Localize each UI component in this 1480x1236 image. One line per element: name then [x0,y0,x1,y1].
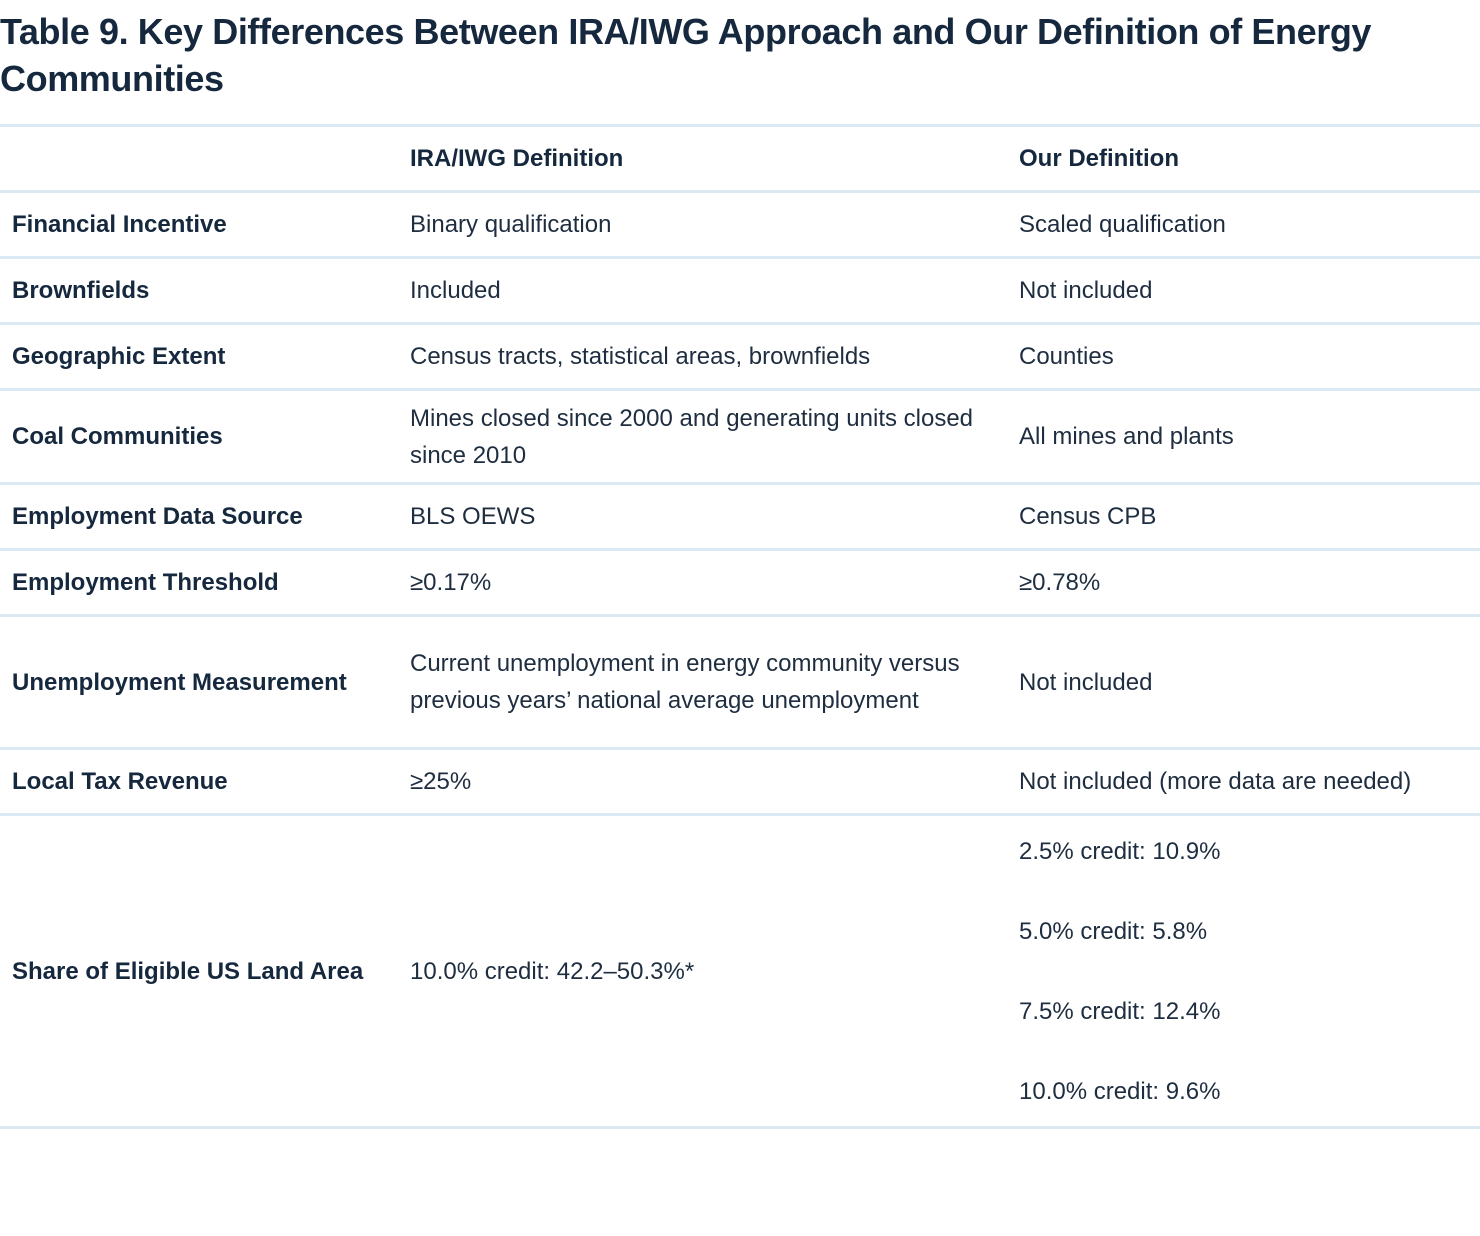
row-label: Geographic Extent [0,322,398,391]
ours-cell: Scaled qualification [1007,190,1480,259]
table-row: Financial Incentive Binary qualification… [0,190,1480,259]
table-row: Unemployment Measurement Current unemplo… [0,614,1480,750]
ira-cell: 10.0% credit: 42.2–50.3%* [398,813,1007,1129]
row-label: Unemployment Measurement [0,614,398,750]
ours-cell: 2.5% credit: 10.9% 5.0% credit: 5.8% 7.5… [1007,813,1480,1129]
ira-cell: ≥25% [398,747,1007,816]
credit-line: 7.5% credit: 12.4% [1019,997,1221,1025]
table-row: Employment Threshold ≥0.17% ≥0.78% [0,548,1480,617]
table-row: Coal Communities Mines closed since 2000… [0,388,1480,485]
ours-cell: Counties [1007,322,1480,391]
ours-cell: Not included [1007,256,1480,325]
table-row: Share of Eligible US Land Area 10.0% cre… [0,813,1480,1129]
table-row: Employment Data Source BLS OEWS Census C… [0,482,1480,551]
ira-cell: Census tracts, statistical areas, brownf… [398,322,1007,391]
row-label: Local Tax Revenue [0,747,398,816]
table-row: Local Tax Revenue ≥25% Not included (mor… [0,747,1480,816]
ira-cell: Binary qualification [398,190,1007,259]
table-row: Geographic Extent Census tracts, statist… [0,322,1480,391]
row-label: Brownfields [0,256,398,325]
credit-line: 5.0% credit: 5.8% [1019,917,1208,945]
ira-cell: Current unemployment in energy community… [398,614,1007,750]
header-our-definition: Our Definition [1007,124,1480,193]
ira-cell: Included [398,256,1007,325]
row-label: Financial Incentive [0,190,398,259]
ira-cell: BLS OEWS [398,482,1007,551]
ira-cell: Mines closed since 2000 and generating u… [398,388,1007,485]
row-label: Share of Eligible US Land Area [0,813,398,1129]
row-label: Employment Threshold [0,548,398,617]
ours-cell: Not included [1007,614,1480,750]
comparison-table: IRA/IWG Definition Our Definition Financ… [0,124,1480,1129]
table-title: Table 9. Key Differences Between IRA/IWG… [0,11,1372,99]
ours-cell: All mines and plants [1007,388,1480,485]
ours-cell: Not included (more data are needed) [1007,747,1480,816]
ours-cell: ≥0.78% [1007,548,1480,617]
ours-cell: Census CPB [1007,482,1480,551]
header-ira-iwg-definition: IRA/IWG Definition [398,124,1007,193]
row-label: Employment Data Source [0,482,398,551]
credit-line: 2.5% credit: 10.9% [1019,837,1221,865]
row-label: Coal Communities [0,388,398,485]
ira-cell: ≥0.17% [398,548,1007,617]
header-row: IRA/IWG Definition Our Definition [0,124,1480,193]
header-blank [0,124,398,193]
table-row: Brownfields Included Not included [0,256,1480,325]
credit-line: 10.0% credit: 9.6% [1019,1077,1221,1105]
